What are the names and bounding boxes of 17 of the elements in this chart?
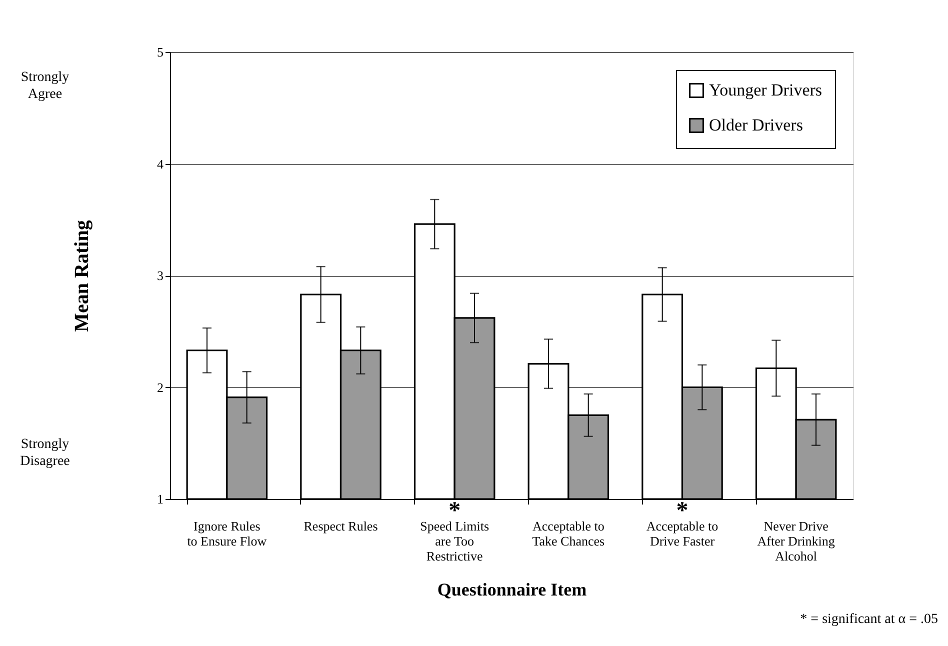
y-tick-label: 2 — [157, 380, 164, 395]
y-axis-title: Mean Rating — [71, 220, 93, 332]
x-axis-title: Questionnaire Item — [437, 580, 587, 600]
x-tick-label: Ignore Rules to Ensure Flow — [187, 518, 268, 548]
text: Strongly Agree — [20, 70, 70, 102]
x-tick-label: Speed Limits are Too Restrictive — [420, 518, 490, 564]
y-tick-label: 5 — [157, 44, 164, 60]
legend-label: Older Drivers — [709, 116, 803, 134]
x-tick-label: Never Drive After Drinking Alcohol — [757, 518, 836, 564]
x-tick-label: Acceptable to Take Chances — [532, 518, 605, 548]
text: * = significant at α = .05 — [800, 612, 938, 627]
x-tick-label: Respect Rules — [304, 518, 378, 534]
y-tick-label: 4 — [157, 156, 164, 172]
y-tick-label: 3 — [157, 268, 164, 283]
legend-label: Younger Drivers — [709, 80, 822, 100]
text: Strongly Disagree — [20, 437, 70, 469]
y-tick-label: 1 — [157, 492, 164, 506]
